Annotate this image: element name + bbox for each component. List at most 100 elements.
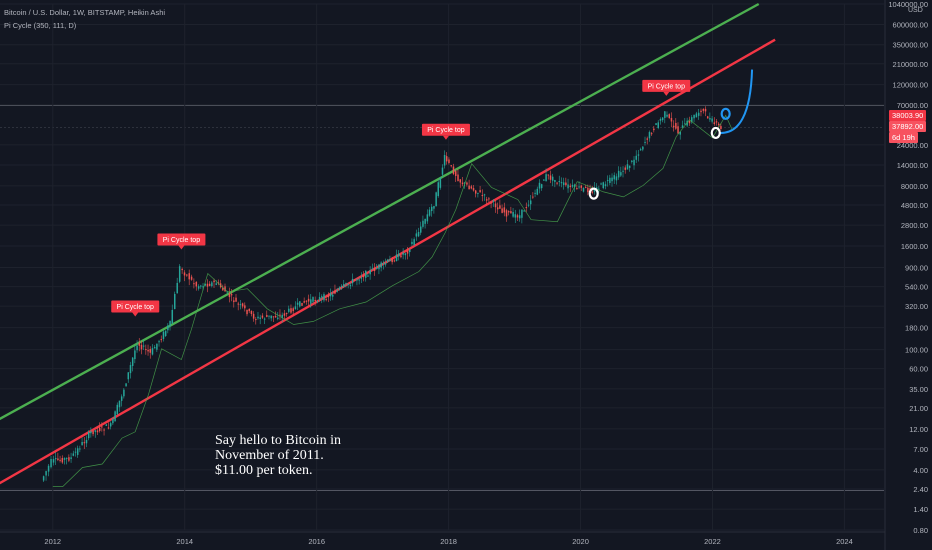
y-tick-label: 7.00 xyxy=(913,445,928,454)
price-candle xyxy=(112,418,114,424)
price-candle xyxy=(554,179,556,182)
price-candle xyxy=(639,149,642,151)
price-candle xyxy=(365,270,367,278)
price-candle xyxy=(624,167,627,170)
chart-legend: Bitcoin / U.S. Dollar, 1W, BITSTAMP, Hei… xyxy=(4,6,165,32)
price-candle xyxy=(573,184,576,188)
price-candle xyxy=(237,303,239,305)
price-candle xyxy=(367,275,369,277)
price-candle xyxy=(72,453,75,456)
y-tick-label: 8000.00 xyxy=(901,182,928,191)
price-candle xyxy=(334,290,336,294)
lower-channel-line xyxy=(0,38,776,485)
symbol-title[interactable]: Bitcoin / U.S. Dollar, 1W, BITSTAMP, Hei… xyxy=(4,8,166,17)
highlight-circle xyxy=(710,126,721,140)
price-candle xyxy=(167,325,169,331)
price-candle xyxy=(578,186,580,188)
price-candle xyxy=(562,182,565,185)
pi-cycle-label-box xyxy=(157,233,206,246)
moving-average-line xyxy=(52,114,733,487)
price-candle xyxy=(516,215,519,218)
price-candle xyxy=(433,206,435,209)
price-candle xyxy=(512,211,514,217)
price-candle xyxy=(164,330,167,337)
price-candle xyxy=(305,300,308,302)
price-candle xyxy=(186,274,188,276)
currency-label: USD xyxy=(908,7,923,14)
price-candle xyxy=(153,347,156,349)
price-candle xyxy=(591,191,594,193)
price-candle xyxy=(90,431,92,434)
price-candle xyxy=(534,192,536,194)
price-candle xyxy=(246,309,248,315)
price-candle xyxy=(358,279,360,281)
price-candle xyxy=(318,297,321,300)
price-candle xyxy=(569,185,572,187)
price-candle xyxy=(600,183,602,185)
price-candle xyxy=(709,118,711,120)
price-candle xyxy=(96,430,99,433)
price-candle xyxy=(402,252,404,255)
price-candle xyxy=(76,448,79,455)
price-candle xyxy=(409,249,411,253)
price-candle xyxy=(635,155,638,160)
price-candle xyxy=(292,308,294,312)
price-candle xyxy=(299,301,301,307)
price-candle xyxy=(233,300,235,303)
price-candle xyxy=(279,314,281,316)
pi-cycle-label: Pi Cycle top xyxy=(117,304,154,311)
y-tick-label: 0.80 xyxy=(913,526,928,535)
y-tick-label: 70000.00 xyxy=(897,101,928,110)
price-candle xyxy=(657,122,660,128)
price-candle xyxy=(145,349,147,351)
price-candle xyxy=(382,263,385,265)
price-candle xyxy=(571,184,574,187)
price-candle xyxy=(156,343,158,350)
price-series xyxy=(42,106,733,487)
price-candle xyxy=(235,297,237,302)
y-tick-label: 12.00 xyxy=(909,425,928,434)
price-candle xyxy=(582,187,585,192)
y-tick-label: 14000.00 xyxy=(897,161,928,170)
price-candle xyxy=(261,315,264,318)
price-candle xyxy=(171,309,174,324)
price-candle xyxy=(697,112,700,116)
bar-countdown-tag: 6d 19h xyxy=(889,132,918,143)
price-candle xyxy=(195,281,198,287)
y-tick-label: 4.00 xyxy=(913,466,928,475)
y-tick-label: 350000.00 xyxy=(893,41,928,50)
price-candle xyxy=(294,306,297,310)
price-candle xyxy=(507,211,510,213)
price-candle xyxy=(637,154,640,156)
price-candle xyxy=(510,211,512,214)
y-tick-label: 900.00 xyxy=(905,264,928,273)
price-candle xyxy=(492,200,495,202)
price-candle xyxy=(79,448,81,450)
price-candle xyxy=(441,167,444,175)
price-candle xyxy=(717,123,720,126)
price-candle xyxy=(50,458,52,468)
indicator-title[interactable]: Pi Cycle (350, 111, D) xyxy=(4,21,77,30)
price-candle xyxy=(74,451,77,453)
price-candle xyxy=(598,188,600,190)
price-candle xyxy=(281,314,283,318)
price-candle xyxy=(481,195,484,197)
y-tick-label: 540.00 xyxy=(905,283,928,292)
price-candle xyxy=(384,263,387,265)
price-candle xyxy=(224,286,226,292)
price-candle xyxy=(92,430,94,435)
price-candle xyxy=(459,179,462,183)
x-tick-label: 2012 xyxy=(44,537,61,546)
pi-cycle-label: Pi Cycle top xyxy=(163,237,200,244)
y-tick-label: 1600.00 xyxy=(901,242,928,251)
price-candle xyxy=(57,458,59,461)
price-candle xyxy=(587,187,589,193)
price-candle xyxy=(443,154,446,166)
price-candle xyxy=(68,457,70,461)
price-candle xyxy=(321,296,323,298)
x-tick-label: 2024 xyxy=(836,537,853,546)
price-candle xyxy=(415,233,418,237)
price-candle xyxy=(455,171,457,177)
price-candle xyxy=(472,188,475,191)
